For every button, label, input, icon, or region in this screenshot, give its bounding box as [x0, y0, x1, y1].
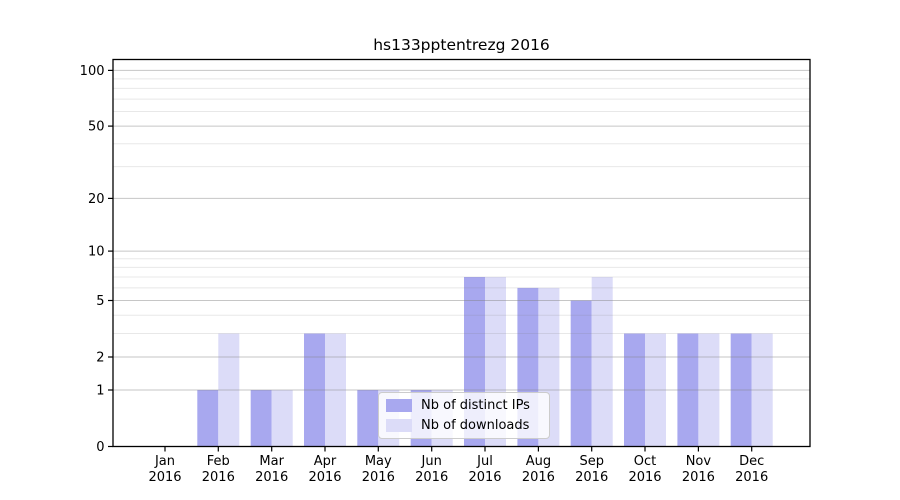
bar-nb-of-downloads-mar-2016: [271, 390, 293, 447]
x-tick-label-year: 2016: [362, 470, 395, 485]
bar-nb-of-distinct-ips-mar-2016: [250, 390, 272, 447]
x-tick-label-year: 2016: [575, 470, 608, 485]
legend-item-distinct-ips: Nb of distinct IPs: [386, 398, 541, 413]
legend-item-downloads: Nb of downloads: [386, 418, 541, 433]
x-tick-label-month: Jul: [476, 454, 493, 469]
y-tick-label: 5: [96, 294, 104, 309]
chart-title: hs133pptentrezg 2016: [373, 36, 550, 54]
bar-nb-of-downloads-dec-2016: [751, 333, 773, 447]
x-tick-label-month: Apr: [314, 454, 337, 469]
bar-nb-of-downloads-apr-2016: [325, 333, 346, 447]
bar-nb-of-downloads-nov-2016: [698, 333, 720, 447]
bar-nb-of-distinct-ips-feb-2016: [197, 390, 219, 447]
y-tick-label: 100: [80, 64, 105, 79]
x-tick-label-year: 2016: [415, 470, 448, 485]
x-tick-label-year: 2016: [148, 470, 181, 485]
bar-nb-of-distinct-ips-oct-2016: [624, 333, 645, 447]
legend-label-downloads: Nb of downloads: [421, 418, 530, 433]
bar-nb-of-distinct-ips-nov-2016: [677, 333, 699, 447]
x-tick-label-year: 2016: [202, 470, 235, 485]
plot-border: [112, 58, 811, 448]
x-tick-label-year: 2016: [682, 470, 715, 485]
x-tick-label-month: Jan: [154, 454, 175, 469]
legend-swatch-distinct-ips: [386, 399, 412, 412]
x-tick-label-year: 2016: [628, 470, 661, 485]
x-tick-label-year: 2016: [522, 470, 555, 485]
bar-nb-of-downloads-sep-2016: [591, 277, 613, 447]
bar-nb-of-distinct-ips-dec-2016: [730, 333, 752, 447]
bar-nb-of-downloads-feb-2016: [218, 333, 240, 447]
x-tick-label-month: Mar: [259, 454, 284, 469]
y-tick-label: 1: [96, 384, 104, 399]
bar-nb-of-distinct-ips-apr-2016: [304, 333, 325, 447]
x-tick-label-year: 2016: [255, 470, 288, 485]
x-tick-label-month: Sep: [579, 454, 604, 469]
y-tick-label: 20: [88, 192, 105, 207]
y-tick-label: 10: [88, 245, 105, 260]
bar-nb-of-downloads-oct-2016: [645, 333, 666, 447]
y-tick-label: 0: [96, 440, 104, 455]
legend-swatch-downloads: [386, 419, 412, 432]
x-tick-label-year: 2016: [468, 470, 501, 485]
x-tick-label-month: Jun: [421, 454, 442, 469]
x-tick-label-year: 2016: [308, 470, 341, 485]
x-tick-label-month: Aug: [526, 454, 551, 469]
x-tick-label-month: Dec: [739, 454, 764, 469]
bar-nb-of-distinct-ips-may-2016: [357, 390, 379, 447]
y-tick-label: 2: [96, 351, 104, 366]
legend-label-distinct-ips: Nb of distinct IPs: [421, 398, 530, 413]
x-tick-label-month: May: [365, 454, 392, 469]
x-tick-label-month: Nov: [686, 454, 712, 469]
chart-legend: Nb of distinct IPs Nb of downloads: [378, 392, 550, 439]
x-tick-label-month: Oct: [634, 454, 656, 469]
x-tick-label-month: Feb: [207, 454, 230, 469]
x-tick-label-year: 2016: [735, 470, 768, 485]
y-tick-label: 50: [88, 120, 105, 135]
bar-nb-of-distinct-ips-sep-2016: [570, 300, 592, 447]
